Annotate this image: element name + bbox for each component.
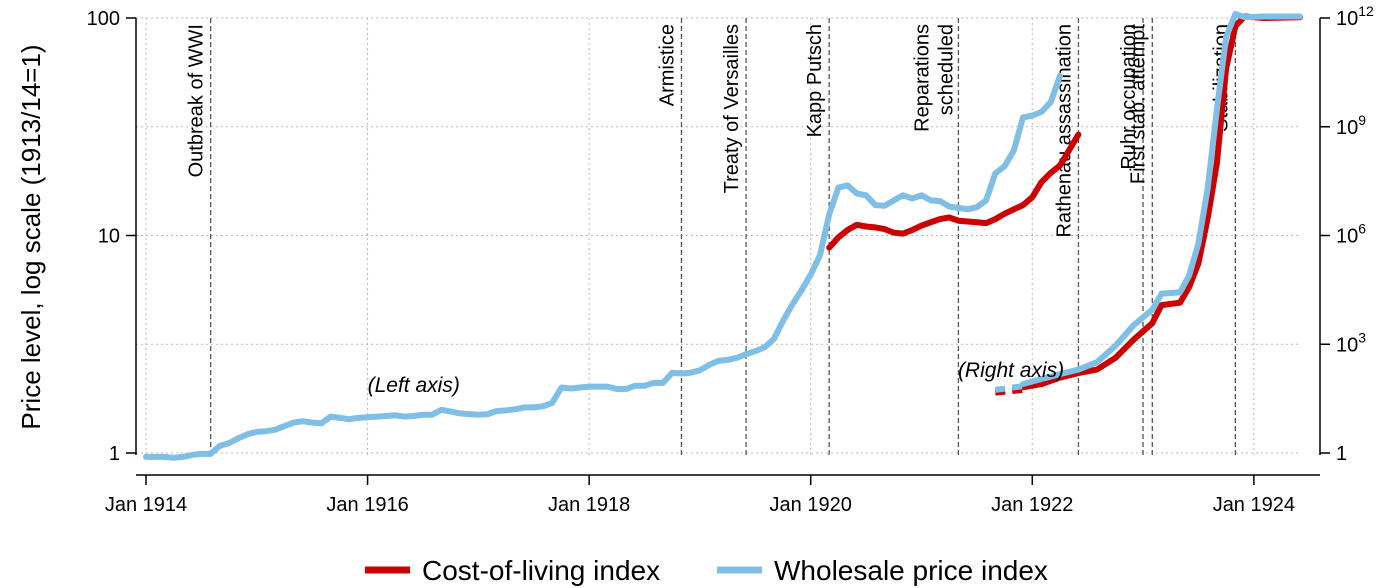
- x-axis-tick-label: Jan 1914: [105, 494, 187, 516]
- event-label: Rathenau assassination: [1053, 24, 1075, 237]
- series-line-cost-of-living-index: [1020, 13, 1303, 391]
- event-label: Reparations scheduled: [911, 24, 957, 132]
- legend-label: Wholesale price index: [774, 555, 1048, 586]
- x-axis-tick-label: Jan 1924: [1213, 494, 1295, 516]
- series-line-wholesale-price-index: [994, 383, 1024, 393]
- axis-annotation: (Left axis): [368, 374, 460, 397]
- x-axis-tick-label: Jan 1920: [770, 494, 852, 516]
- series-lines: [143, 10, 1303, 461]
- left-axis-tick-label: 1: [109, 443, 120, 465]
- event-label: Outbreak of WWI: [186, 24, 208, 177]
- right-axis-tick-label: 106: [1336, 221, 1366, 248]
- event-label: Kapp Putsch: [804, 24, 826, 137]
- legend: Cost-of-living index Wholesale price inde…: [365, 555, 1048, 586]
- annotations: (Left axis) (Right axis): [368, 359, 1065, 397]
- grid: [136, 17, 1300, 455]
- y-axis-title: Price level, log scale (1913/14=1): [16, 44, 46, 429]
- right-axis-tick-label: 103: [1336, 329, 1366, 356]
- right-axis-tick-label: 1: [1336, 443, 1347, 465]
- event-label: Ruhr occupation: [1118, 24, 1140, 170]
- event-label: Treaty of Versailles: [721, 24, 743, 193]
- x-axis-tick-label: Jan 1922: [991, 494, 1073, 516]
- event-label: Armistice: [656, 24, 678, 106]
- event-label: First stab. attempt: [1127, 24, 1149, 184]
- left-axis-tick-label: 10: [98, 226, 120, 248]
- x-axis-tick-label: Jan 1916: [326, 494, 408, 516]
- axes: 1 10 100 1 103 106 109 1012 Jan 1914 Jan 1916 Jan …: [87, 3, 1374, 516]
- series-line-cost-of-living-index: [826, 131, 1082, 251]
- axis-annotation: (Right axis): [958, 359, 1064, 382]
- series-line-wholesale-price-index: [1020, 10, 1303, 387]
- right-axis-tick-label: 1012: [1336, 3, 1374, 30]
- right-axis-tick-label: 109: [1336, 112, 1366, 139]
- legend-label: Cost-of-living index: [422, 555, 660, 586]
- x-axis-tick-label: Jan 1918: [548, 494, 630, 516]
- left-axis-tick-label: 100: [87, 8, 120, 30]
- series-line-wholesale-price-index: [143, 72, 1063, 461]
- event-lines: Outbreak of WWI Armistice Treaty of Versai…: [186, 18, 1237, 455]
